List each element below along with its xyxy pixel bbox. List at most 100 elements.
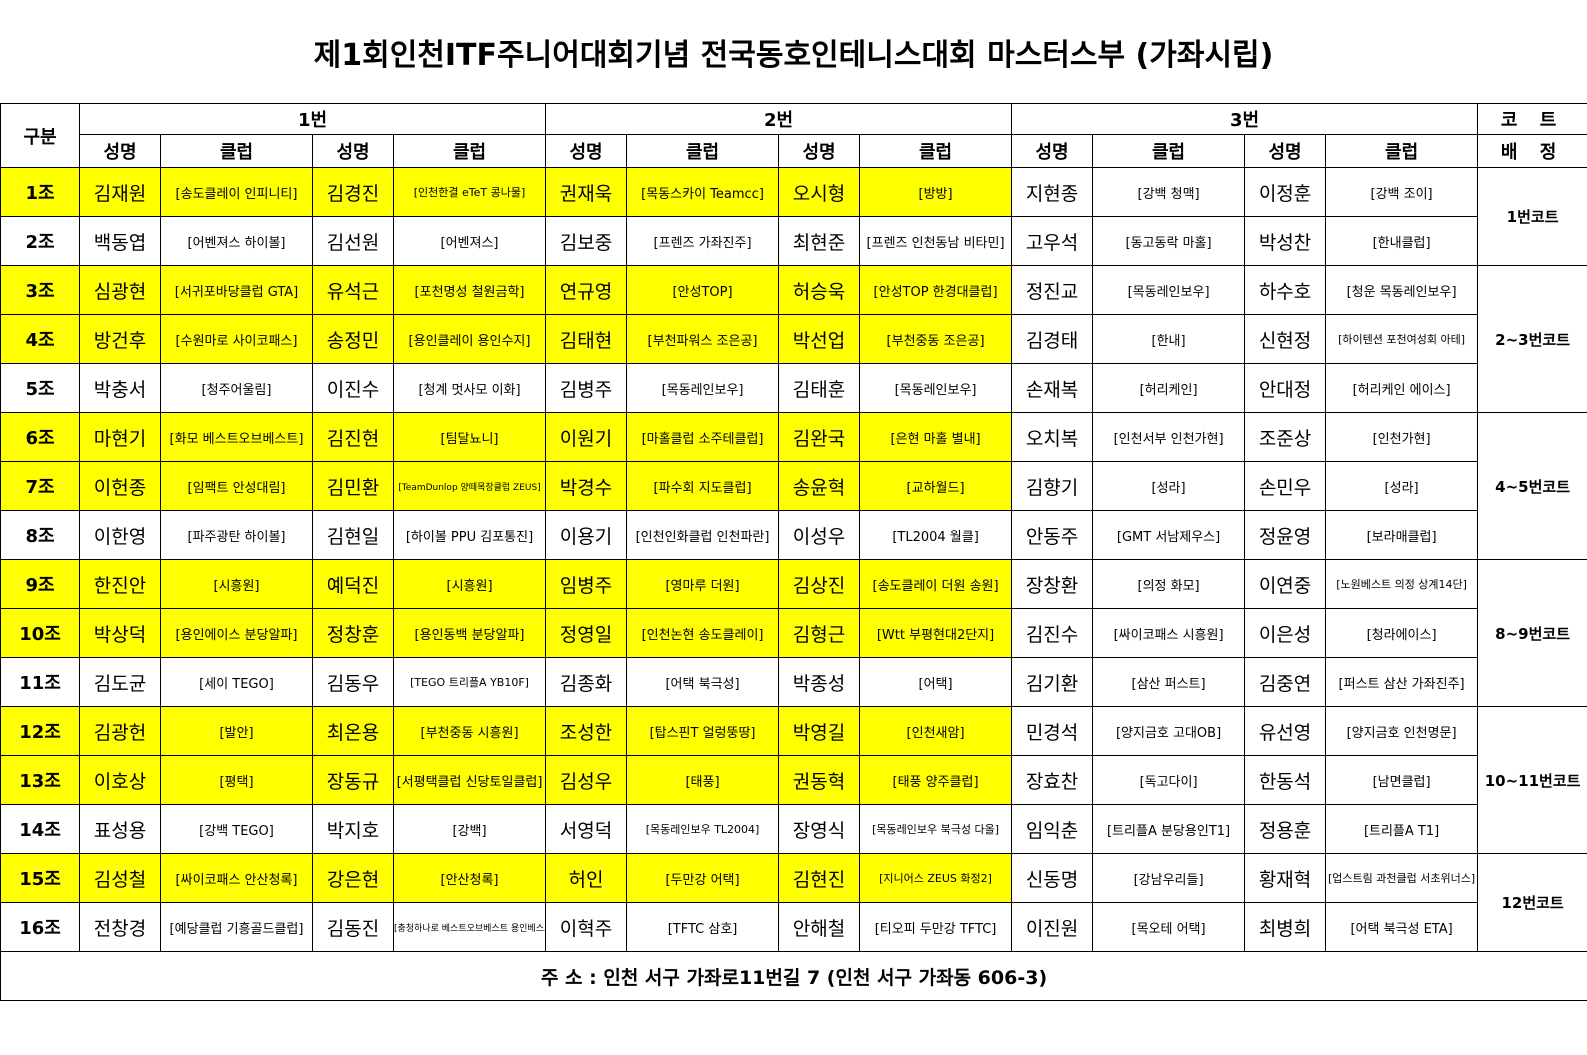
player-club: [팀달뇨니]	[392, 412, 547, 462]
player-club: [영마루 더원]	[626, 559, 780, 609]
player-club: [업스트림 과천클럽 서초위너스]	[1325, 853, 1479, 903]
player-club: [용인동백 분당알파]	[392, 608, 547, 658]
player-name: 김태현	[545, 314, 628, 364]
player-club: [부천파워스 조은공]	[626, 314, 780, 364]
player-name: 김상진	[778, 559, 861, 609]
group-label: 3조	[0, 265, 80, 315]
player-club: [싸이코패스 시흥원]	[1092, 608, 1246, 658]
club-column-header: 클럽	[626, 134, 780, 168]
table-row: 5조 박충서 [청주어울림] 이진수 [청계 멋사모 이화] 김병주 [목동레인보우] 김태훈…	[0, 363, 1587, 413]
player-club: [안성TOP 한경대클럽]	[859, 265, 1013, 315]
player-club: [트리플A 분당용인T1]	[1092, 804, 1246, 854]
player-name: 박지호	[312, 804, 394, 854]
player-name: 안대정	[1244, 363, 1327, 413]
player-name: 허승욱	[778, 265, 861, 315]
player-club: [예당클럽 기흥골드클럽]	[160, 902, 313, 952]
table-row: 8조 이한영 [파주광탄 하이볼] 김현일 [하이볼 PPU 김포통진] 이용기 [인천인화…	[0, 510, 1587, 560]
player-club: [서귀포바당클럽 GTA]	[160, 265, 313, 315]
player-name: 한동석	[1244, 755, 1327, 805]
player-name: 김태훈	[778, 363, 861, 413]
player-club: [청계 멋사모 이화]	[392, 363, 547, 413]
player-name: 이진원	[1011, 902, 1094, 952]
player-club: [청운 목동레인보우]	[1325, 265, 1479, 315]
player-name: 지현종	[1011, 167, 1094, 217]
player-name: 최병희	[1244, 902, 1327, 952]
player-club: [TeamDunlop 양떼목장클럽 ZEUS]	[392, 461, 547, 511]
group-label: 2조	[0, 216, 80, 266]
player-club: [지니어스 ZEUS 화정2]	[859, 853, 1013, 903]
player-name: 이진수	[312, 363, 394, 413]
player-club: [성라]	[1325, 461, 1479, 511]
group-label: 6조	[0, 412, 80, 462]
player-name: 이성우	[778, 510, 861, 560]
player-club: [인천논현 송도클레이]	[626, 608, 780, 658]
player-club: [목오테 어택]	[1092, 902, 1246, 952]
player-name: 김종화	[545, 657, 628, 707]
player-club: [파수회 지도클럽]	[626, 461, 780, 511]
player-club: [어택 북극성 ETA]	[1325, 902, 1479, 952]
group-label: 16조	[0, 902, 80, 952]
player-name: 연규영	[545, 265, 628, 315]
player-name: 임병주	[545, 559, 628, 609]
player-name: 이용기	[545, 510, 628, 560]
name-column-header: 성명	[778, 134, 861, 168]
player-name: 김도균	[79, 657, 161, 707]
player-name: 장창환	[1011, 559, 1094, 609]
group-label: 4조	[0, 314, 80, 364]
player-name: 이호상	[79, 755, 161, 805]
group-label: 15조	[0, 853, 80, 903]
draw-table: 구분 1번 2번 3번 코 트 성명 클럽 성명 클럽 성명 클럽 성명 클럽 성명 클럽 성명 클럽…	[0, 103, 1587, 1001]
page-title: 제1회인천ITF주니어대회기념 전국동호인테니스대회 마스터스부 (가좌시립)	[313, 37, 1274, 73]
player-club: [용인클레이 용인수지]	[392, 314, 547, 364]
player-name: 박선업	[778, 314, 861, 364]
player-club: [목동레인보우 TL2004]	[626, 804, 780, 854]
player-name: 박경수	[545, 461, 628, 511]
table-row: 11조 김도균 [세이 TEGO] 김동우 [TEGO 트리플A YB10F] 김종화 [어…	[0, 657, 1587, 707]
player-club: [서평택클럽 신당토일클럽]	[392, 755, 547, 805]
player-club: [한내]	[1092, 314, 1246, 364]
player-name: 김재원	[79, 167, 161, 217]
player-name: 김경태	[1011, 314, 1094, 364]
player-club: [발안]	[160, 706, 313, 756]
player-club: [탑스핀T 얼렁뚱땅]	[626, 706, 780, 756]
group-label: 7조	[0, 461, 80, 511]
name-column-header: 성명	[79, 134, 161, 168]
player-name: 장효찬	[1011, 755, 1094, 805]
player-name: 김성철	[79, 853, 161, 903]
player-club: [한내클럽]	[1325, 216, 1479, 266]
player-name: 정용훈	[1244, 804, 1327, 854]
club-column-header: 클럽	[392, 134, 547, 168]
player-club: [강백 조이]	[1325, 167, 1479, 217]
court-assignment: 4~5번코트	[1477, 412, 1587, 560]
address-footer: 주 소 : 인천 서구 가좌로11번길 7 (인천 서구 가좌동 606-3)	[0, 951, 1587, 1001]
player-name: 마현기	[79, 412, 161, 462]
court-assignment: 10~11번코트	[1477, 706, 1587, 854]
player-name: 손민우	[1244, 461, 1327, 511]
player-club: [태풍 양주클럽]	[859, 755, 1013, 805]
player-name: 김민환	[312, 461, 394, 511]
table-row: 7조 이헌종 [임팩트 안성대림] 김민환 [TeamDunlop 양떼목장클럽 ZEU…	[0, 461, 1587, 511]
group-label: 10조	[0, 608, 80, 658]
player-name: 박영길	[778, 706, 861, 756]
player-name: 박상덕	[79, 608, 161, 658]
player-club: [TEGO 트리플A YB10F]	[392, 657, 547, 707]
group-label: 14조	[0, 804, 80, 854]
player-club: [남면클럽]	[1325, 755, 1479, 805]
player-club: [안산청록]	[392, 853, 547, 903]
player-club: [강백 청맥]	[1092, 167, 1246, 217]
club-column-header: 클럽	[1092, 134, 1246, 168]
player-club: [보라매클럽]	[1325, 510, 1479, 560]
player-name: 김경진	[312, 167, 394, 217]
player-name: 권동혁	[778, 755, 861, 805]
player-club: [인천인화클럽 인천파란]	[626, 510, 780, 560]
group-label: 5조	[0, 363, 80, 413]
player-name: 이한영	[79, 510, 161, 560]
player-name: 김광헌	[79, 706, 161, 756]
player-club: [인천서부 인천가현]	[1092, 412, 1246, 462]
player-name: 이정훈	[1244, 167, 1327, 217]
player-name: 이헌종	[79, 461, 161, 511]
player-club: [허리케인 에이스]	[1325, 363, 1479, 413]
player-club: [태풍]	[626, 755, 780, 805]
player-name: 김진수	[1011, 608, 1094, 658]
player-name: 박종성	[778, 657, 861, 707]
